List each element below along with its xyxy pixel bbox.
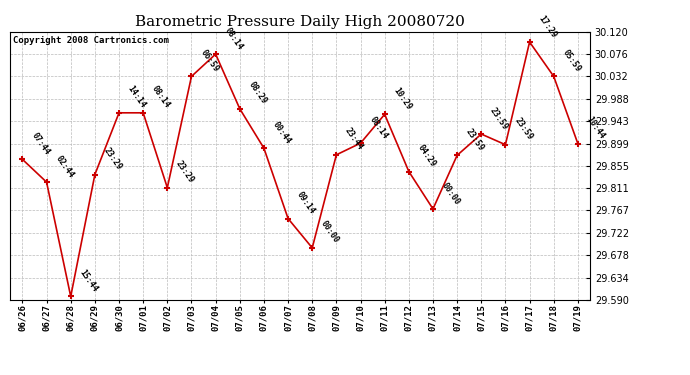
Text: 23:59: 23:59 (464, 127, 486, 153)
Text: 02:44: 02:44 (54, 154, 75, 179)
Text: 08:14: 08:14 (223, 26, 244, 51)
Text: 10:44: 10:44 (585, 115, 607, 141)
Text: 07:44: 07:44 (30, 131, 51, 157)
Text: Copyright 2008 Cartronics.com: Copyright 2008 Cartronics.com (13, 36, 169, 45)
Text: 08:14: 08:14 (368, 115, 389, 140)
Text: 23:59: 23:59 (513, 116, 534, 142)
Text: 14:14: 14:14 (126, 84, 148, 110)
Text: 06:59: 06:59 (199, 48, 220, 74)
Text: 05:59: 05:59 (561, 48, 582, 74)
Text: 23:29: 23:29 (102, 146, 124, 172)
Text: 23:29: 23:29 (175, 159, 196, 185)
Text: 00:44: 00:44 (271, 120, 293, 146)
Text: 15:44: 15:44 (78, 268, 99, 294)
Text: 04:29: 04:29 (416, 143, 437, 169)
Text: 08:29: 08:29 (247, 80, 268, 106)
Text: 23:44: 23:44 (344, 126, 365, 152)
Text: 23:59: 23:59 (489, 106, 510, 131)
Text: 00:00: 00:00 (319, 219, 341, 245)
Text: 10:29: 10:29 (392, 86, 413, 111)
Text: 09:14: 09:14 (295, 190, 317, 216)
Text: 08:14: 08:14 (150, 84, 172, 110)
Text: 00:00: 00:00 (440, 180, 462, 206)
Title: Barometric Pressure Daily High 20080720: Barometric Pressure Daily High 20080720 (135, 15, 465, 29)
Text: 17:29: 17:29 (537, 13, 558, 39)
